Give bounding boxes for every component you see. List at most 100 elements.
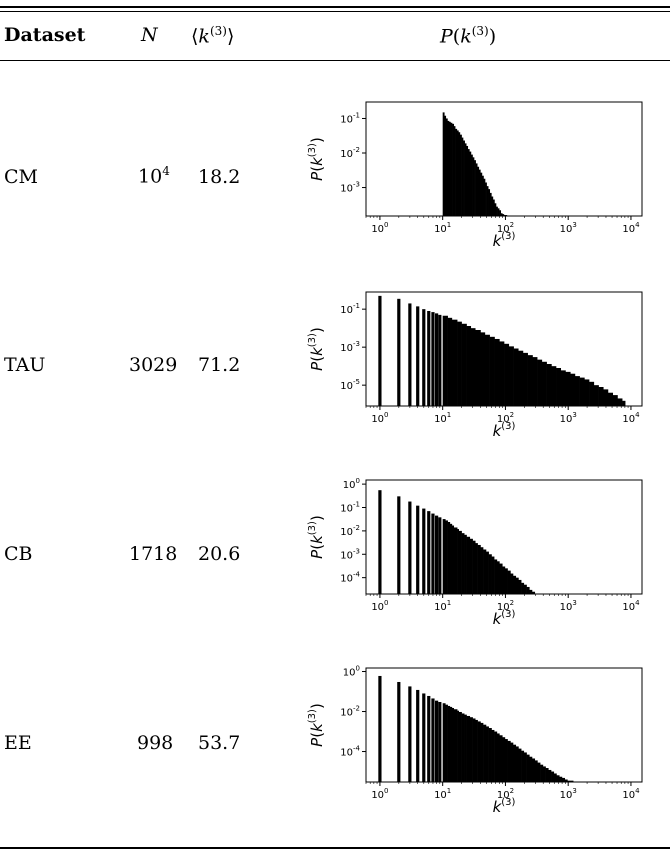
histogram-bar <box>483 724 487 782</box>
histogram-bar <box>469 717 473 782</box>
histogram-bar <box>461 137 464 216</box>
histogram-bar <box>513 744 517 782</box>
row-cb-dataset: CB <box>4 543 33 565</box>
row-cm-mean-k: 18.2 <box>198 166 241 188</box>
histogram-bar <box>504 568 508 594</box>
x-tick-label: 100 <box>371 599 388 613</box>
histogram-bar <box>378 490 382 594</box>
histogram-bar <box>467 149 470 216</box>
y-tick-label: 100 <box>343 665 360 679</box>
histogram-bar <box>515 746 519 782</box>
histogram-bar <box>570 373 576 406</box>
x-axis-label: k(3) <box>493 421 516 440</box>
histogram-bar <box>556 775 560 782</box>
top-rule-inner <box>0 11 670 12</box>
histogram-bar <box>477 544 481 594</box>
histogram-bar <box>448 121 451 216</box>
histogram-bar <box>507 740 511 782</box>
row-cb-mean-k: 20.6 <box>198 543 241 565</box>
axes-frame <box>365 291 643 407</box>
histogram-bar <box>565 371 571 406</box>
histogram-bar <box>499 735 503 782</box>
y-tick-label: 10-3 <box>340 547 360 561</box>
histogram-bar <box>556 368 562 406</box>
histogram-bar <box>504 343 510 406</box>
x-tick-label: 100 <box>371 787 388 801</box>
histogram-bar <box>408 686 412 782</box>
histogram-bar <box>579 377 585 406</box>
histogram-bar <box>427 311 431 406</box>
histogram-bar <box>408 501 412 594</box>
histogram-bar <box>523 752 527 782</box>
histogram-bar <box>507 570 511 594</box>
row-ee-dataset: EE <box>4 732 32 754</box>
histogram-bar <box>491 556 495 594</box>
histogram-bar <box>451 319 458 406</box>
histogram-bar <box>453 709 458 782</box>
histogram-bar <box>480 172 483 216</box>
x-tick-label: 100 <box>371 411 388 425</box>
histogram-bar <box>444 115 447 216</box>
histogram-bar <box>622 400 626 406</box>
histogram-bar <box>447 521 451 594</box>
histogram-bar <box>510 573 514 594</box>
histogram-bar <box>422 693 426 782</box>
histogram-bar <box>461 533 465 594</box>
x-tick-label: 104 <box>622 411 640 425</box>
histogram-bar <box>491 729 495 782</box>
histogram-bar <box>469 151 472 216</box>
histogram-bar <box>431 513 435 594</box>
histogram-bar <box>427 511 431 594</box>
histogram-bar <box>546 363 552 406</box>
histogram-bar <box>469 538 473 594</box>
histogram-bar <box>458 530 462 594</box>
histogram-bar <box>502 737 506 782</box>
y-tick-label: 10-1 <box>340 302 360 316</box>
histogram-bar <box>472 157 475 216</box>
row-tau-n: 3029 <box>129 354 178 376</box>
x-axis-label: k(3) <box>493 797 516 816</box>
histogram-bar <box>584 379 590 406</box>
y-tick-label: 10-3 <box>340 340 360 354</box>
histogram-bar <box>466 715 471 782</box>
histogram-bar <box>489 336 495 406</box>
histogram-bar <box>480 332 486 406</box>
histogram-bar <box>445 704 448 782</box>
histogram-bar <box>466 536 471 594</box>
histogram-bar <box>458 132 461 216</box>
histogram-bar <box>496 733 500 782</box>
histogram-bar <box>488 554 492 594</box>
histogram-bar <box>518 579 522 594</box>
histogram-bar <box>499 210 502 216</box>
row-cm-n: 104 <box>138 164 170 188</box>
y-axis-label: P(k(3)) <box>307 515 326 559</box>
histogram-bar <box>515 577 519 594</box>
x-tick-label: 103 <box>560 599 577 613</box>
histogram-bar <box>397 681 401 782</box>
row-ee-mean-k: 53.7 <box>198 732 241 754</box>
x-axis-label: k(3) <box>493 231 516 250</box>
y-axis-label: P(k(3)) <box>307 137 326 181</box>
y-tick-label: 10-1 <box>340 501 360 515</box>
histogram-bar <box>500 213 503 216</box>
axes-frame <box>365 479 643 595</box>
axes-frame <box>365 667 643 783</box>
histogram-bar <box>542 766 546 782</box>
histogram-bar <box>470 328 476 406</box>
histogram-bar <box>422 309 426 406</box>
histogram-bar <box>472 540 476 594</box>
histogram-bar <box>463 140 465 216</box>
histogram-bar <box>427 695 431 782</box>
histogram-bar <box>378 675 382 782</box>
histogram-bar <box>499 563 503 594</box>
histogram-bar <box>508 346 514 406</box>
histogram-bar <box>457 321 462 406</box>
histogram-bar <box>408 303 412 406</box>
histogram-bar <box>434 515 439 594</box>
histogram-bar <box>466 145 469 216</box>
row-tau-dataset: TAU <box>4 354 46 376</box>
histogram-bar <box>522 352 528 406</box>
histogram-bar <box>447 705 451 782</box>
